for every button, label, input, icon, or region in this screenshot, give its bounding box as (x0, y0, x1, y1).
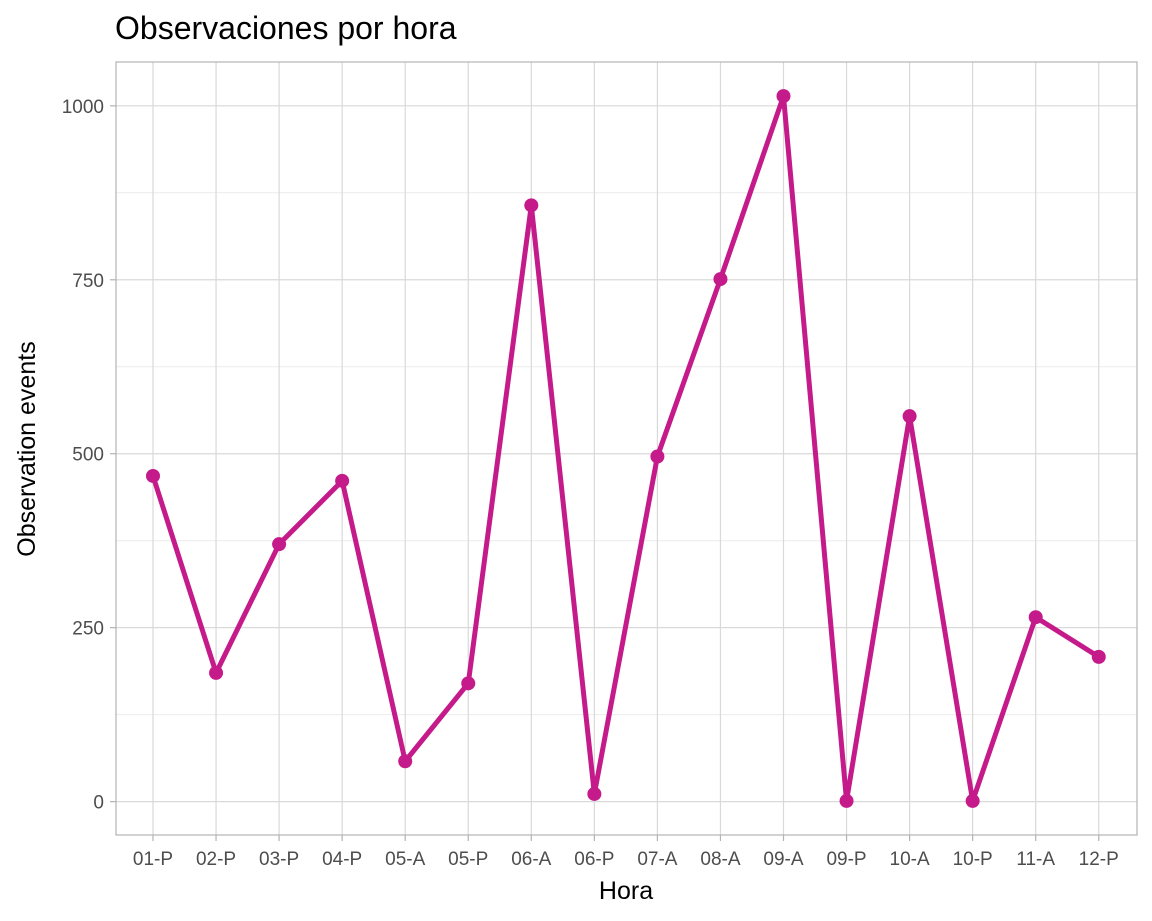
chart-title: Observaciones por hora (115, 10, 457, 46)
panel-border (115, 61, 1138, 836)
y-axis-tick-labels: 0 250 500 750 1000 (62, 97, 104, 814)
x-tick-label: 05-A (385, 849, 425, 870)
x-tick-label: 06-P (574, 849, 614, 870)
data-point (335, 473, 350, 488)
y-tick-label: 250 (72, 619, 104, 640)
y-axis-ticks (110, 105, 116, 803)
x-tick-label: 09-P (826, 849, 866, 870)
y-tick-label: 500 (72, 445, 104, 466)
data-point (713, 272, 728, 287)
data-point (398, 754, 413, 769)
data-point (1091, 649, 1106, 664)
x-tick-label: 02-P (196, 849, 236, 870)
data-point (902, 409, 917, 424)
x-axis-tick-labels: 01-P 02-P 03-P 04-P 05-A 05-P 06-A 06-P 07-A 08-A… (133, 849, 1119, 870)
data-point (776, 89, 791, 104)
grid-lines (116, 62, 1137, 835)
data-point (965, 793, 980, 808)
x-tick-label: 06-A (511, 849, 551, 870)
y-tick-label: 0 (93, 793, 104, 814)
x-tick-label: 08-A (700, 849, 740, 870)
data-point (650, 449, 665, 464)
x-tick-label: 07-A (637, 849, 677, 870)
x-tick-label: 03-P (259, 849, 299, 870)
x-axis-title: Hora (599, 877, 653, 905)
data-point (524, 198, 539, 213)
x-tick-label: 04-P (322, 849, 362, 870)
x-tick-label: 12-P (1079, 849, 1119, 870)
series-layer (146, 89, 1106, 808)
x-tick-label: 09-A (763, 849, 803, 870)
x-axis-ticks (152, 835, 1100, 841)
series-line (150, 93, 1102, 804)
x-tick-label: 05-P (448, 849, 488, 870)
y-axis-title: Observation events (13, 341, 41, 556)
data-point (587, 786, 602, 801)
data-point (272, 537, 287, 552)
x-tick-label: 11-A (1016, 849, 1055, 870)
x-tick-label: 10-A (890, 849, 930, 870)
data-point (209, 665, 224, 680)
x-tick-label: 10-P (953, 849, 993, 870)
data-point (461, 676, 476, 691)
data-point (146, 468, 160, 483)
y-tick-label: 750 (72, 271, 104, 292)
y-tick-label: 1000 (62, 97, 104, 118)
data-point (839, 793, 854, 808)
data-point (1028, 610, 1043, 625)
x-tick-label: 01-P (133, 849, 173, 870)
